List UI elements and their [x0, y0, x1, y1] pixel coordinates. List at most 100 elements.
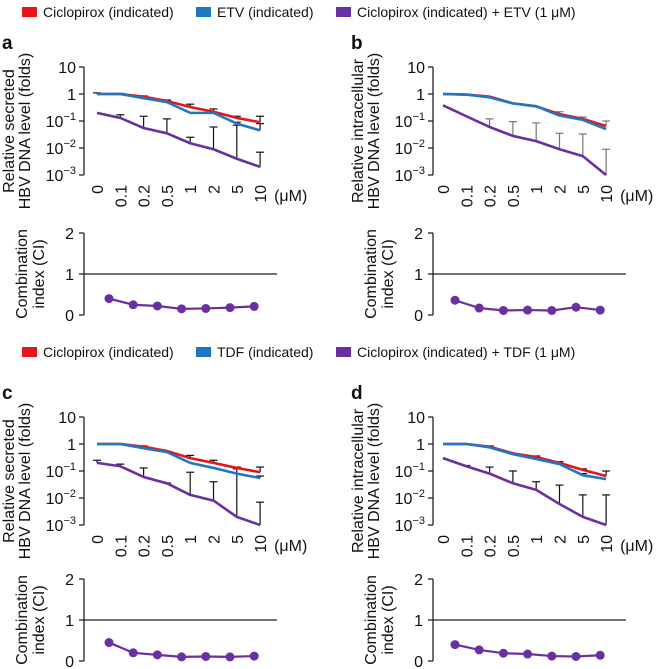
series-line-2 [97, 442, 261, 480]
ci-point [177, 652, 187, 662]
y-tick-exponent: −1 [63, 461, 76, 473]
ci-plot-d: 2 1 0 Combination index (CI) [363, 572, 626, 669]
y-axis-label: HBV DNA level (folds) [366, 53, 383, 210]
x-unit-label: (μM) [274, 188, 307, 205]
y-tick-exponent: −2 [412, 488, 425, 500]
x-tick-label: 0.2 [137, 535, 154, 557]
ci-point [571, 651, 581, 661]
y-tick-exponent: −3 [412, 515, 425, 527]
series-line-1 [442, 92, 607, 128]
panel-letter: b [351, 33, 363, 54]
ci-y-tick-label: 2 [414, 572, 423, 589]
x-tick-label: 0.5 [160, 185, 177, 207]
legend-swatch [336, 7, 351, 17]
ci-point [571, 302, 581, 312]
y-axis-label: Relative intracellular [350, 408, 367, 553]
y-tick-label: 10 [407, 410, 425, 427]
series-line-2 [442, 92, 607, 131]
y-tick-exponent: −1 [412, 111, 425, 123]
ci-point [152, 301, 162, 311]
ci-point [595, 650, 605, 660]
ci-y-tick-label: 1 [65, 613, 74, 630]
ci-point [104, 294, 114, 304]
x-tick-label: 2 [553, 185, 570, 194]
x-tick-label: 0.5 [160, 535, 177, 557]
ci-y-tick-label: 2 [414, 226, 423, 243]
x-tick-label: 0.1 [459, 535, 476, 557]
x-tick-label: 0 [90, 535, 107, 544]
ci-y-tick-label: 0 [414, 654, 423, 669]
y-tick-exponent: −2 [63, 488, 76, 500]
ci-point [450, 640, 460, 650]
panel-letter: a [2, 33, 13, 54]
series-line-3 [96, 111, 261, 169]
ci-point [547, 305, 557, 315]
y-tick-label: 1 [416, 87, 425, 104]
ci-y-tick-label: 0 [65, 654, 74, 669]
ci-point [128, 648, 138, 658]
series-line-1 [443, 442, 607, 478]
legend-swatch [196, 7, 211, 17]
x-tick-label: 0 [90, 185, 107, 194]
ci-plot-b: 2 1 0 Combination index (CI) [363, 226, 626, 325]
legend-label: TDF (indicated) [217, 344, 313, 360]
y-tick-label: 10−1 [46, 461, 76, 481]
ci-y-tick-label: 0 [65, 308, 74, 325]
y-axis-label: Relative secreted [1, 419, 18, 543]
x-unit-label: (μM) [620, 538, 653, 555]
y-tick-label: 10−2 [395, 488, 425, 508]
y-tick-label: 10 [58, 410, 76, 427]
panel-letter: d [351, 383, 363, 404]
x-tick-label: 1 [529, 535, 546, 544]
ci-point [249, 301, 259, 311]
ci-y-tick-label: 1 [65, 267, 74, 284]
x-tick-label: 0.5 [506, 185, 523, 207]
ci-y-tick-label: 0 [414, 308, 423, 325]
x-tick-label: 1 [183, 185, 200, 194]
ci-point [523, 649, 533, 659]
ci-y-axis-label: Combination [363, 229, 380, 319]
y-tick-label: 10−3 [46, 165, 76, 185]
panel-a: a Relative secreted HBV DNA level (folds) 1… [1, 33, 307, 325]
x-tick-label: 1 [183, 535, 200, 544]
y-tick-label: 10−3 [46, 515, 76, 535]
y-tick-label: 10−1 [395, 111, 425, 131]
x-tick-label: 2 [207, 535, 224, 544]
y-axis-label: HBV DNA level (folds) [366, 403, 383, 560]
ci-point [474, 645, 484, 655]
y-tick-exponent: −1 [63, 111, 76, 123]
ci-y-axis-label: Combination [14, 229, 31, 319]
ci-point [498, 305, 508, 315]
x-tick-label: 0.1 [113, 185, 130, 207]
ci-point [201, 303, 211, 313]
ci-y-axis-label: index (CI) [380, 239, 397, 308]
ci-point [249, 651, 259, 661]
x-tick-label: 0.5 [506, 535, 523, 557]
y-tick-label: 10−2 [395, 138, 425, 158]
legend-item: Ciclopirox (indicated) + TDF (1 μM) [336, 344, 575, 360]
legend-item: Ciclopirox (indicated) + ETV (1 μM) [336, 4, 576, 20]
y-tick-label: 10 [407, 60, 425, 77]
x-tick-label: 10 [599, 185, 616, 203]
ci-point [128, 300, 138, 310]
y-tick-label: 10 [58, 60, 76, 77]
x-tick-label: 2 [553, 535, 570, 544]
legend-label: Ciclopirox (indicated) [43, 4, 174, 20]
ci-y-tick-label: 2 [65, 226, 74, 243]
legend-1: Ciclopirox (indicated) ETV (indicated) Cic… [22, 4, 576, 20]
ci-point [152, 650, 162, 660]
legend-swatch [196, 347, 211, 357]
x-tick-label: 1 [529, 185, 546, 194]
ci-y-axis-label: index (CI) [31, 585, 48, 654]
x-tick-label: 0.1 [113, 535, 130, 557]
y-axis-label: Relative intracellular [350, 58, 367, 203]
x-tick-label: 5 [230, 535, 247, 544]
y-tick-exponent: −3 [412, 165, 425, 177]
y-tick-label: 1 [416, 437, 425, 454]
y-tick-exponent: −3 [63, 165, 76, 177]
ci-point [498, 648, 508, 658]
legend-item: Ciclopirox (indicated) [22, 4, 174, 20]
ci-y-tick-label: 1 [414, 267, 423, 284]
ci-point [547, 651, 557, 661]
